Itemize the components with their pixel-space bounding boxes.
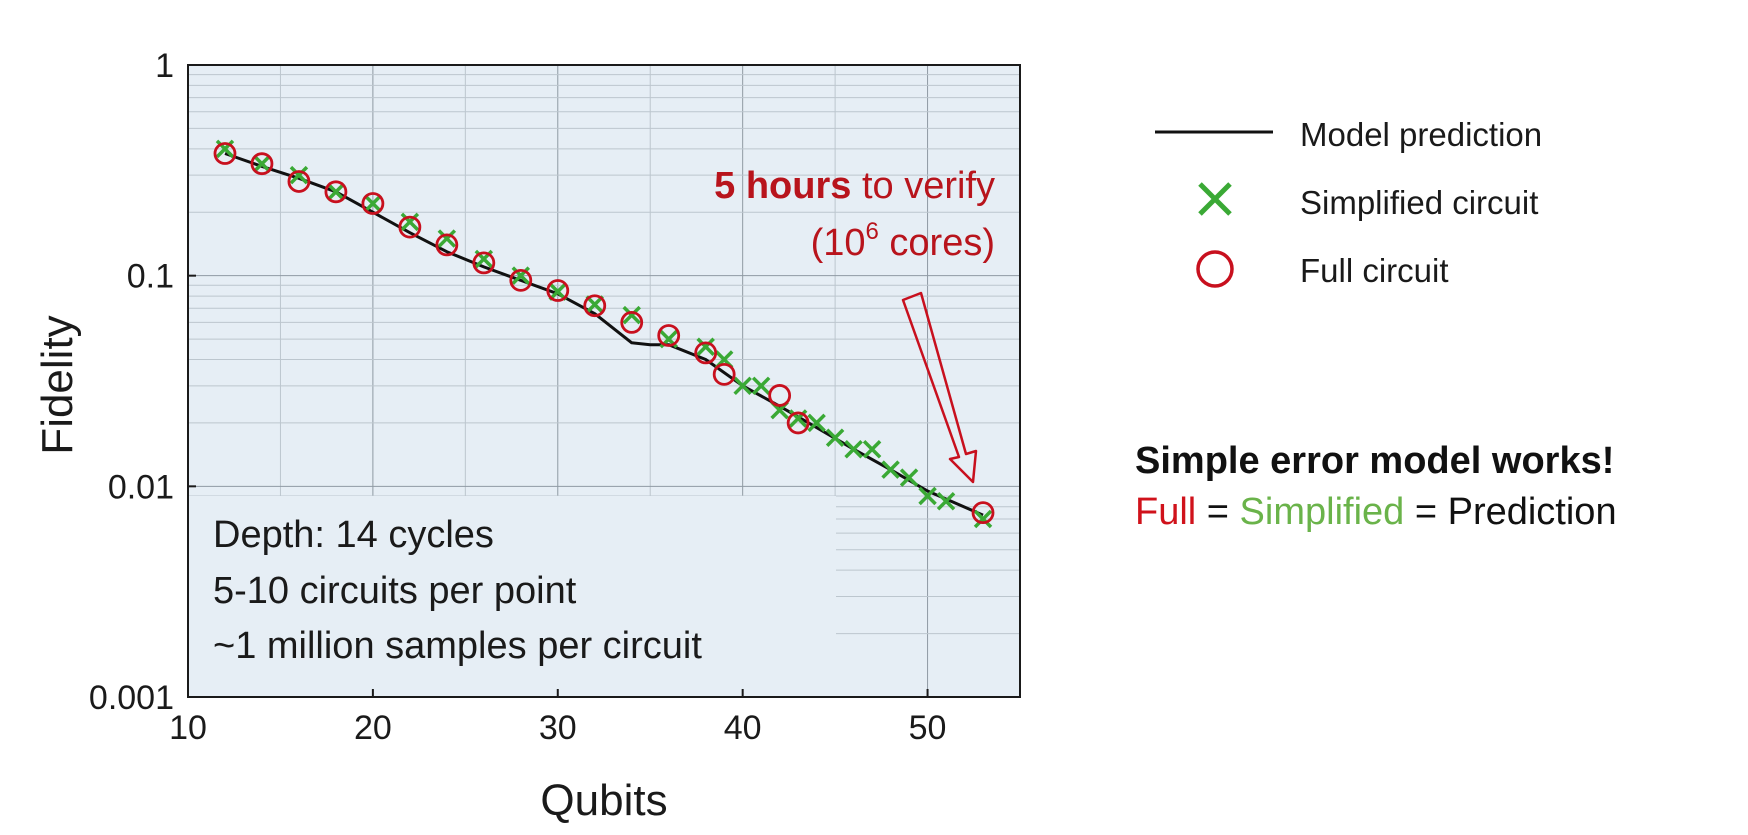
callout-superscript: 6 <box>866 218 879 245</box>
simplified-circuit-point <box>585 295 604 314</box>
full-circuit-point <box>971 501 995 525</box>
callout-open: (10 <box>811 222 866 264</box>
simplified-circuit-point <box>326 182 346 202</box>
legend-label-full: Full circuit <box>1300 252 1449 289</box>
simplified-circuit-point <box>862 439 882 459</box>
takeaway-heading: Simple error model works! <box>1135 440 1615 482</box>
axis-ticks: 10 20 30 40 50 0.001 0.01 0.1 1 <box>89 47 947 747</box>
line-swatch-icon <box>1155 130 1273 134</box>
takeaway-simplified: Simplified <box>1239 491 1405 533</box>
legend-label-simplified: Simplified circuit <box>1300 184 1539 221</box>
full-circuit-point <box>509 268 533 292</box>
full-circuit-point <box>250 152 274 176</box>
simplified-circuit-point <box>400 212 420 232</box>
x-marker-icon <box>1198 182 1232 216</box>
takeaway-prediction: Prediction <box>1447 491 1617 533</box>
y-axis-label: Fidelity <box>33 315 82 454</box>
simplified-circuit-point <box>548 282 568 301</box>
simplified-circuit-point <box>733 376 752 396</box>
full-circuit-point <box>712 362 736 386</box>
legend-label-model: Model prediction <box>1300 116 1543 153</box>
plot-frame <box>187 64 1021 698</box>
takeaway-equation: Full = Simplified = Prediction <box>1135 491 1735 534</box>
takeaway-eq-2: = <box>1404 491 1448 533</box>
simplified-circuit-point <box>751 376 771 396</box>
callout-close: cores) <box>879 222 995 264</box>
full-circuit-point <box>287 170 311 193</box>
info-line-3: ~1 million samples per circuit <box>213 625 702 667</box>
info-line-1: Depth: 14 cycles <box>213 514 494 556</box>
simplified-circuit-point <box>807 413 826 433</box>
full-circuit-point <box>361 192 385 215</box>
y-tick-label: 1 <box>155 47 174 85</box>
y-tick-label: 0.001 <box>89 679 174 717</box>
y-tick-label: 0.1 <box>127 258 174 296</box>
full-circuit-point <box>657 324 681 347</box>
legend-item-model: Model prediction <box>1150 110 1670 178</box>
full-circuit-point <box>213 142 237 165</box>
legend-item-simplified: Simplified circuit <box>1150 178 1670 246</box>
simplified-circuit-point <box>252 154 272 173</box>
simplified-circuit-point <box>437 229 457 248</box>
full-circuit-point <box>398 215 422 239</box>
x-tick-label: 20 <box>354 709 392 747</box>
full-circuit-point <box>768 384 792 407</box>
simplified-circuit-point <box>289 165 309 185</box>
simplified-circuit-point <box>899 468 919 487</box>
full-circuit-point <box>694 341 718 365</box>
simplified-circuit-point <box>363 194 383 213</box>
simplified-circuit-point <box>696 337 715 356</box>
legend-item-full: Full circuit <box>1150 246 1670 314</box>
x-tick-label: 10 <box>169 709 207 747</box>
takeaway: Simple error model works! Full = Simplif… <box>1135 440 1735 534</box>
simplified-circuit-point <box>622 305 641 325</box>
callout-line-1: 5 hours to verify <box>714 165 995 207</box>
info-box-mask <box>188 496 836 696</box>
simplified-circuit-point <box>844 439 863 459</box>
full-circuit-point <box>324 180 348 204</box>
simplified-circuit-point <box>936 491 956 511</box>
takeaway-eq-1: = <box>1196 491 1240 533</box>
legend: Model prediction Simplified circuit Full… <box>1150 110 1670 314</box>
y-tick-label: 0.01 <box>108 468 174 506</box>
x-tick-label: 30 <box>539 709 577 747</box>
full-circuit-point <box>472 251 496 275</box>
full-circuit-point <box>435 233 459 257</box>
x-axis-label: Qubits <box>540 776 667 825</box>
callout-arrow <box>901 291 978 484</box>
full-circuit-point <box>546 279 570 302</box>
x-tick-label: 40 <box>724 709 762 747</box>
full-circuit-point <box>786 411 810 435</box>
callout-bold: 5 hours <box>714 165 851 207</box>
data-series <box>213 139 995 529</box>
simplified-circuit-point <box>881 460 900 479</box>
simplified-circuit-point <box>973 509 993 529</box>
fidelity-chart: 10 20 30 40 50 0.001 0.01 0.1 1 5 hours to verif… <box>33 47 1021 825</box>
info-line-2: 5-10 circuits per point <box>213 570 577 612</box>
takeaway-full: Full <box>1135 491 1197 533</box>
x-tick-label: 50 <box>909 709 947 747</box>
full-circuit-point <box>620 311 644 334</box>
callout-line-2: (106 cores) <box>811 218 995 264</box>
simplified-circuit-point <box>825 428 845 448</box>
circle-marker-icon <box>1196 250 1234 288</box>
full-circuit-point <box>583 294 607 318</box>
callout-rest: to verify <box>851 165 995 207</box>
simplified-circuit-point <box>918 486 937 506</box>
